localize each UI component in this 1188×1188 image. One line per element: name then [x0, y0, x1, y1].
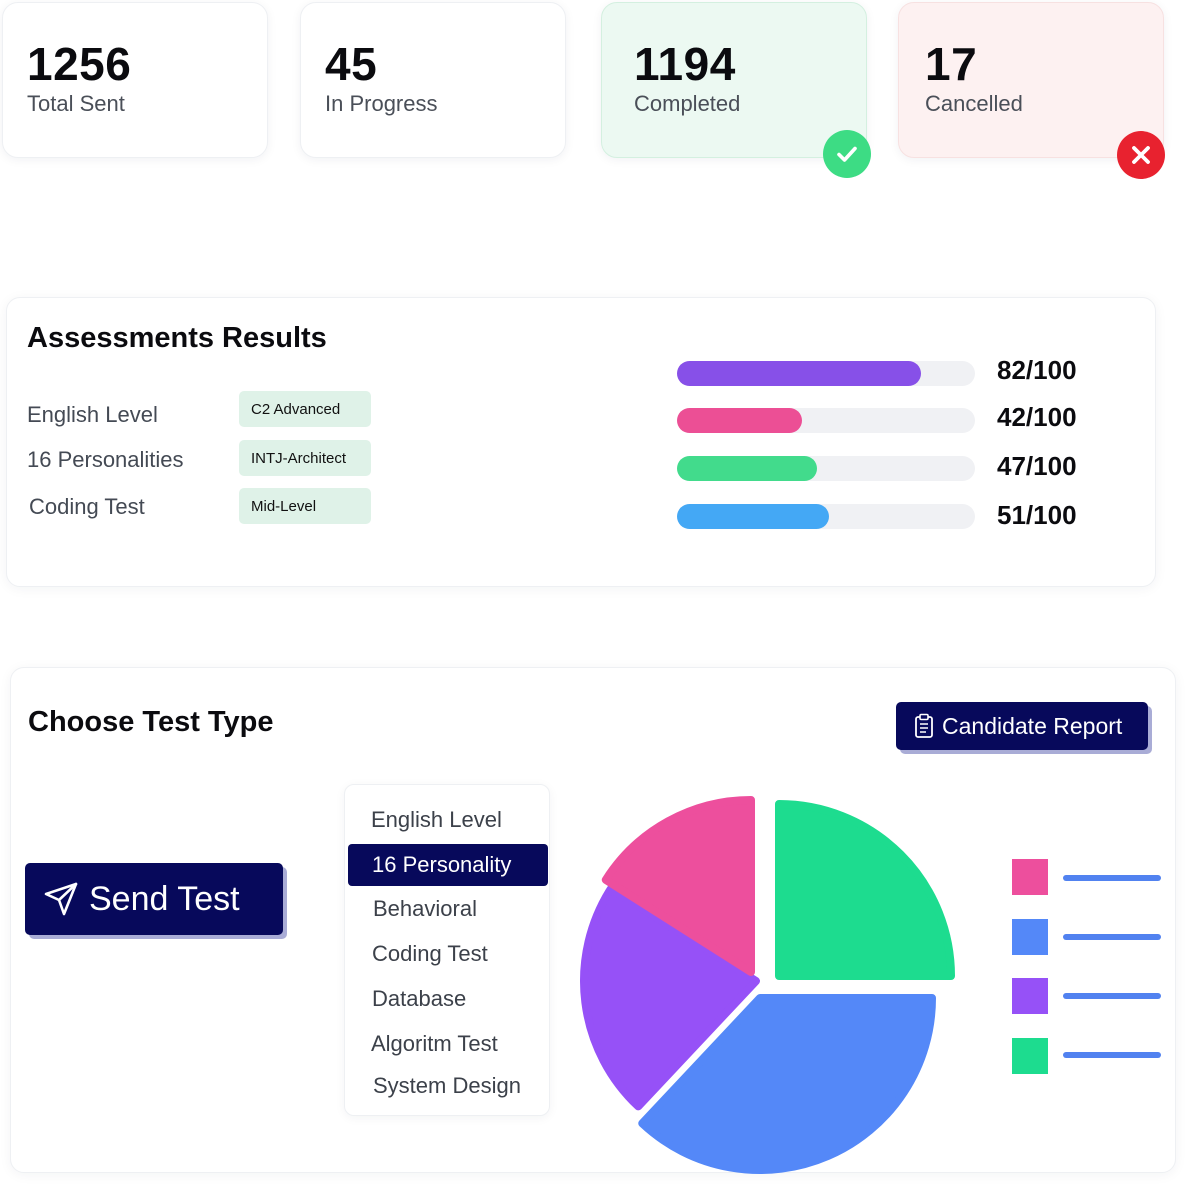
result-chip-personalities: INTJ-Architect: [239, 440, 371, 476]
score-bar-fill: [677, 504, 829, 529]
stat-label: Total Sent: [27, 91, 125, 116]
stat-card-completed: 1194 Completed: [601, 2, 867, 158]
pie-slice: [775, 800, 955, 980]
pie-slice: [638, 994, 936, 1174]
score-text: 51/100: [997, 500, 1077, 530]
assessments-panel: Assessments Results English Level C2 Adv…: [6, 297, 1156, 587]
legend-line: [1063, 1052, 1161, 1058]
legend-swatch: [1012, 978, 1048, 1014]
pie-chart: [580, 796, 955, 1174]
stat-card-cancelled: 17 Cancelled: [898, 2, 1164, 158]
score-bar-fill: [677, 361, 922, 386]
candidate-report-label: Candidate Report: [942, 712, 1123, 739]
test-option[interactable]: English Level: [371, 807, 502, 832]
stat-value: 45: [325, 38, 378, 90]
result-chip-coding: Mid-Level: [239, 488, 371, 524]
stat-label: Cancelled: [925, 91, 1023, 116]
test-type-list: English Level 16 Personality Behavioral …: [344, 784, 550, 1116]
clipboard-icon: [914, 713, 934, 739]
score-text: 47/100: [997, 451, 1077, 481]
legend-swatch: [1012, 1038, 1048, 1074]
result-label-personalities: 16 Personalities: [27, 447, 184, 472]
legend-line: [1063, 934, 1161, 940]
test-option[interactable]: Behavioral: [373, 896, 477, 921]
test-option-selected[interactable]: 16 Personality: [348, 844, 548, 886]
score-bar: [677, 361, 975, 386]
stat-value: 1256: [27, 38, 132, 90]
legend-swatch: [1012, 919, 1048, 955]
send-test-button[interactable]: Send Test: [25, 863, 283, 935]
score-bar-fill: [677, 408, 803, 433]
result-chip-english: C2 Advanced: [239, 391, 371, 427]
test-option[interactable]: Algoritm Test: [371, 1031, 498, 1056]
stat-label: In Progress: [325, 91, 438, 116]
legend-line: [1063, 875, 1161, 881]
result-label-english: English Level: [27, 402, 158, 427]
score-bar: [677, 408, 975, 433]
test-option[interactable]: System Design: [373, 1073, 521, 1098]
stat-card-in-progress: 45 In Progress: [300, 2, 566, 158]
send-icon: [43, 881, 79, 917]
stat-card-total-sent: 1256 Total Sent: [2, 2, 268, 158]
stat-value: 1194: [634, 38, 736, 90]
pie-slice: [601, 796, 755, 976]
x-circle-icon: [1117, 131, 1165, 179]
candidate-report-button[interactable]: Candidate Report: [896, 702, 1148, 750]
test-option[interactable]: Database: [372, 986, 467, 1011]
stat-value: 17: [925, 38, 978, 90]
pie-slice: [580, 884, 760, 1111]
score-text: 42/100: [997, 402, 1077, 432]
legend-swatch: [1012, 859, 1048, 895]
send-test-label: Send Test: [89, 879, 240, 918]
score-bar: [677, 504, 975, 529]
score-bar-fill: [677, 456, 818, 481]
test-type-title: Choose Test Type: [28, 706, 274, 738]
result-label-coding: Coding Test: [29, 494, 145, 519]
check-circle-icon: [823, 130, 871, 178]
assessments-title: Assessments Results: [27, 322, 327, 354]
stat-label: Completed: [634, 91, 741, 116]
score-bar: [677, 456, 975, 481]
score-text: 82/100: [997, 355, 1077, 385]
legend-line: [1063, 993, 1161, 999]
test-option[interactable]: Coding Test: [372, 941, 488, 966]
